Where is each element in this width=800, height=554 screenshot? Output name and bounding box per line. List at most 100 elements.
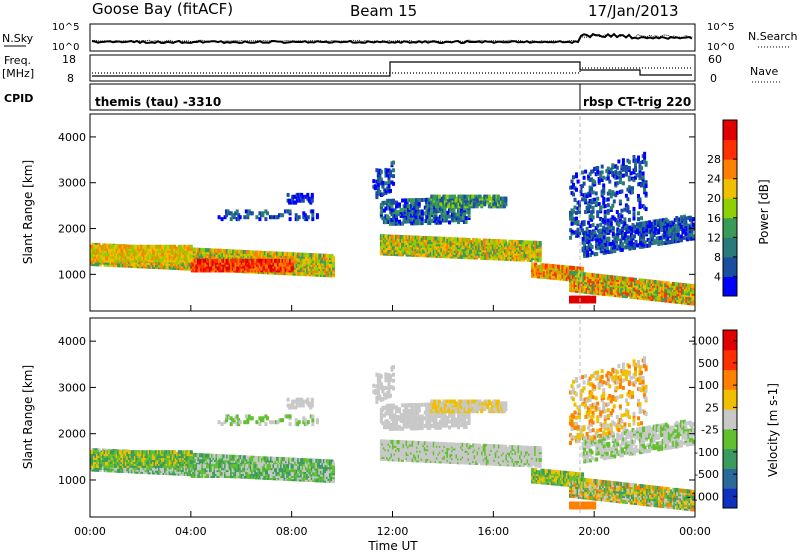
data-pixel xyxy=(589,247,593,252)
data-pixel xyxy=(241,249,245,254)
data-pixel xyxy=(438,220,442,225)
data-pixel xyxy=(244,209,248,214)
data-pixel xyxy=(567,269,571,274)
data-pixel xyxy=(217,254,220,259)
data-pixel xyxy=(277,262,280,267)
nsearch-trace xyxy=(91,33,693,43)
data-pixel xyxy=(494,254,498,259)
data-pixel xyxy=(572,266,575,271)
data-pixel xyxy=(478,194,482,199)
data-pixel xyxy=(240,260,244,265)
nsky-tick-top: 10^5 xyxy=(52,22,79,33)
nsky-trace xyxy=(91,32,693,45)
data-pixel xyxy=(392,160,395,165)
beam-title: Beam 15 xyxy=(350,2,417,20)
data-pixel xyxy=(482,238,486,243)
data-pixel xyxy=(167,256,171,261)
data-pixel xyxy=(109,244,113,249)
data-pixel xyxy=(289,258,293,263)
data-pixel xyxy=(538,258,542,263)
data-pixel xyxy=(482,255,486,260)
data-pixel xyxy=(379,169,383,174)
data-pixel xyxy=(464,219,468,224)
cpid-label: CPID xyxy=(4,92,33,105)
power-heatmap-pixels xyxy=(90,151,695,306)
data-pixel xyxy=(531,262,535,267)
data-pixel xyxy=(455,212,459,217)
data-pixel xyxy=(641,278,645,283)
data-pixel xyxy=(252,258,256,263)
data-pixel xyxy=(555,274,559,279)
data-pixel xyxy=(396,210,400,215)
data-pixel xyxy=(375,168,379,173)
data-pixel xyxy=(381,192,385,197)
data-pixel xyxy=(96,250,99,255)
nave-label: Nave xyxy=(750,65,778,78)
data-pixel xyxy=(658,280,662,285)
data-pixel xyxy=(384,181,388,186)
data-pixel xyxy=(590,245,594,249)
data-pixel xyxy=(385,198,389,203)
data-pixel xyxy=(378,174,382,179)
data-pixel xyxy=(615,281,619,286)
data-pixel xyxy=(410,235,414,240)
data-pixel xyxy=(553,264,557,269)
data-pixel xyxy=(676,296,680,300)
data-pixel xyxy=(506,241,510,246)
data-pixel xyxy=(277,251,281,256)
data-pixel xyxy=(289,200,293,205)
data-pixel xyxy=(300,192,304,197)
data-pixel xyxy=(410,213,414,218)
data-pixel xyxy=(290,258,294,263)
data-pixel xyxy=(531,244,535,249)
data-pixel xyxy=(155,244,158,249)
data-pixel xyxy=(627,288,631,293)
data-pixel xyxy=(204,258,208,263)
data-pixel xyxy=(189,244,193,249)
freq-tick-top: 18 xyxy=(62,53,76,66)
data-pixel xyxy=(526,240,530,245)
data-pixel xyxy=(373,184,377,189)
data-pixel xyxy=(179,244,183,249)
data-pixel xyxy=(392,174,395,179)
data-pixel xyxy=(246,213,250,218)
data-pixel xyxy=(460,204,464,209)
data-pixel xyxy=(389,169,392,174)
data-pixel xyxy=(586,251,590,256)
data-pixel xyxy=(253,252,257,257)
data-pixel xyxy=(254,250,258,255)
data-pixel xyxy=(437,194,441,199)
data-pixel xyxy=(434,236,438,241)
data-pixel xyxy=(301,268,305,273)
data-pixel xyxy=(451,204,455,209)
cpid-panel: CPID themis (tau) -3310 rbsp CT-trig 220 xyxy=(4,83,696,111)
date-title: 17/Jan/2013 xyxy=(588,2,679,20)
data-pixel xyxy=(543,265,547,270)
data-pixel xyxy=(405,219,409,224)
data-pixel xyxy=(289,264,293,269)
data-pixel xyxy=(489,196,493,201)
data-pixel xyxy=(96,258,99,263)
data-pixel xyxy=(553,272,557,277)
data-pixel xyxy=(96,244,99,249)
data-pixel xyxy=(398,234,401,239)
nsky-frame xyxy=(89,23,696,52)
data-pixel xyxy=(106,244,110,249)
data-pixel xyxy=(167,265,171,270)
data-pixel xyxy=(453,194,456,199)
data-pixel xyxy=(310,192,314,197)
data-pixel xyxy=(297,215,301,220)
data-pixel xyxy=(464,216,468,221)
data-pixel xyxy=(529,240,533,245)
data-pixel xyxy=(469,194,473,199)
data-pixel xyxy=(434,200,438,205)
data-pixel xyxy=(543,271,547,276)
data-pixel xyxy=(325,253,329,258)
data-pixel xyxy=(598,234,602,239)
data-pixel xyxy=(401,221,405,226)
data-pixel xyxy=(615,275,619,280)
nsky-tick-bottom: 10^0 xyxy=(52,42,79,53)
cpid-segment-2: rbsp CT-trig 220 xyxy=(583,95,691,109)
data-pixel xyxy=(583,242,587,247)
data-pixel xyxy=(385,247,389,252)
